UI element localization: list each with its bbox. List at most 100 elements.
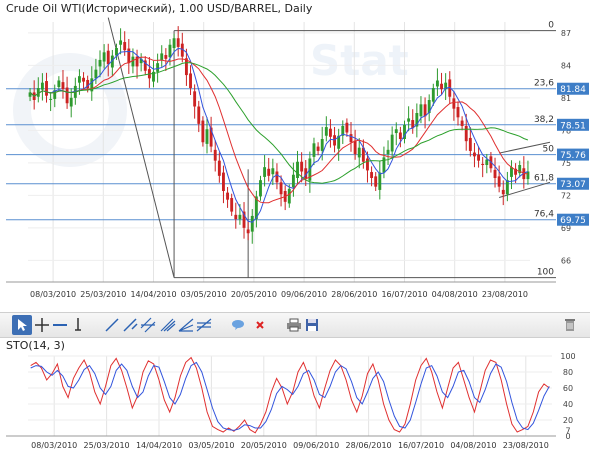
fibonacci-tool-button[interactable] bbox=[194, 315, 214, 335]
price-badge-label: 69.75 bbox=[560, 216, 586, 226]
candle-body bbox=[36, 88, 40, 97]
candle-body bbox=[65, 87, 69, 104]
x-tick-label: 09/06/2010 bbox=[281, 290, 327, 299]
fan-tool-button[interactable] bbox=[176, 315, 196, 335]
candle-body bbox=[238, 214, 242, 220]
sto-y-tick-label: 20 bbox=[563, 416, 573, 425]
moving-average-line bbox=[29, 56, 529, 204]
candle-body bbox=[131, 56, 135, 67]
candle-body bbox=[28, 92, 32, 97]
x-tick-label: 08/03/2010 bbox=[30, 290, 76, 299]
stochastic-x-axis: 08/03/2010 25/03/2010 14/04/2010 03/05/2010… bbox=[31, 441, 549, 450]
candle-body bbox=[77, 76, 81, 83]
candle-body bbox=[440, 83, 443, 90]
sto-y-tick-label: 100 bbox=[560, 352, 575, 361]
candle-body bbox=[370, 172, 374, 178]
candle-body bbox=[242, 211, 246, 228]
candle-body bbox=[222, 172, 225, 191]
fibonacci-price-badges: 81.84 78.51 75.76 73.07 69.75 bbox=[557, 82, 589, 226]
candle-body bbox=[86, 79, 90, 89]
candle-body bbox=[296, 161, 299, 178]
delete-drawing-button[interactable] bbox=[250, 315, 270, 335]
fib-level-label: 76,4 bbox=[534, 210, 554, 220]
print-button[interactable] bbox=[284, 315, 304, 335]
candle-body bbox=[172, 38, 176, 48]
pointer-tool-button[interactable] bbox=[12, 315, 32, 335]
candle-body bbox=[45, 81, 48, 96]
candle-body bbox=[98, 59, 102, 67]
x-tick-label: 25/03/2010 bbox=[80, 290, 126, 299]
candle-body bbox=[423, 104, 427, 117]
candle-body bbox=[279, 182, 283, 195]
save-button[interactable] bbox=[302, 315, 322, 335]
price-badge bbox=[557, 82, 589, 95]
candle-body bbox=[180, 43, 184, 57]
price-badge bbox=[557, 148, 589, 161]
horizontal-line-icon bbox=[53, 324, 67, 326]
moving-average-line bbox=[29, 62, 529, 184]
sto-y-tick-label: 0 bbox=[565, 432, 570, 441]
candle-body bbox=[184, 58, 188, 76]
candle-body bbox=[464, 126, 468, 142]
trendline-tool-button[interactable] bbox=[102, 315, 122, 335]
candle-body bbox=[505, 180, 509, 195]
candle-body bbox=[493, 169, 497, 178]
y-tick-label: 84 bbox=[561, 61, 571, 70]
candle-body bbox=[61, 82, 65, 90]
pitchfork-tool-button[interactable] bbox=[158, 315, 178, 335]
candle-body bbox=[156, 63, 160, 72]
candle-body bbox=[94, 69, 98, 79]
candle-body bbox=[473, 152, 476, 157]
candle-body bbox=[119, 40, 123, 45]
trash-button[interactable] bbox=[560, 315, 580, 335]
candle-body bbox=[176, 38, 180, 47]
candle-body bbox=[444, 82, 448, 90]
channel-tool-button[interactable] bbox=[138, 315, 158, 335]
candle-body bbox=[271, 168, 275, 175]
price-badge-label: 75.76 bbox=[560, 151, 586, 161]
candle-body bbox=[374, 176, 378, 187]
candle-body bbox=[419, 104, 423, 117]
horizontal-line-tool-button[interactable] bbox=[50, 315, 70, 335]
candle-body bbox=[213, 149, 217, 161]
drawing-toolbar bbox=[0, 312, 590, 338]
speech-bubble-icon bbox=[232, 320, 244, 330]
candle-body bbox=[217, 160, 221, 176]
moving-averages bbox=[29, 47, 529, 223]
candle-body bbox=[291, 174, 295, 188]
y-tick-label: 72 bbox=[561, 191, 571, 200]
candle-body bbox=[275, 171, 279, 183]
price-badge-label: 78.51 bbox=[560, 121, 586, 131]
vertical-line-tool-button[interactable] bbox=[68, 315, 88, 335]
candle-body bbox=[312, 143, 316, 157]
crosshair-tool-button[interactable] bbox=[32, 315, 52, 335]
ray-tool-button[interactable] bbox=[120, 315, 140, 335]
stochastic-title: STO(14, 3) bbox=[6, 339, 65, 352]
price-badge-label: 81.84 bbox=[560, 85, 586, 95]
candle-body bbox=[390, 134, 394, 152]
x-tick-label: 28/06/2010 bbox=[331, 290, 377, 299]
sto-x-tick-label: 23/08/2010 bbox=[503, 441, 549, 450]
candle-body bbox=[143, 60, 147, 71]
candle-body bbox=[90, 78, 94, 92]
stochastic-lines bbox=[30, 356, 550, 434]
sto-x-tick-label: 08/03/2010 bbox=[31, 441, 77, 450]
candle-body bbox=[193, 91, 197, 107]
candle-body bbox=[337, 135, 341, 149]
candle-body bbox=[357, 147, 361, 158]
comment-tool-button[interactable] bbox=[228, 315, 248, 335]
candle-body bbox=[448, 79, 452, 97]
candle-body bbox=[366, 158, 369, 171]
sto-x-tick-label: 04/08/2010 bbox=[450, 441, 496, 450]
y-tick-label: 66 bbox=[561, 256, 571, 265]
price-badge-label: 73.07 bbox=[560, 180, 586, 190]
close-icon bbox=[256, 321, 264, 329]
candle-body bbox=[341, 126, 345, 136]
moving-average-line bbox=[29, 47, 529, 223]
candle-body bbox=[287, 188, 291, 204]
cursor-arrow-icon bbox=[18, 319, 27, 331]
candle-body bbox=[259, 180, 262, 197]
